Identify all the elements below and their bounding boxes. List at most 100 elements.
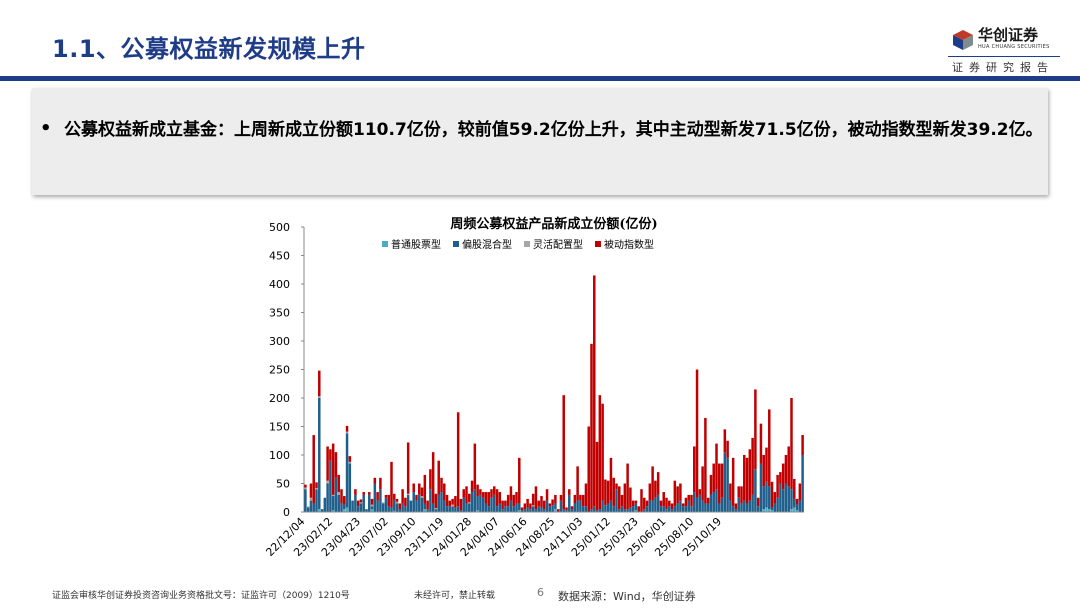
bar-s3-16 <box>348 456 352 462</box>
bar-s1-124 <box>648 500 652 512</box>
summary-text: 公募权益新成立基金：上周新成立份额110.7亿份，较前值59.2亿份上升，其中主… <box>64 120 1043 140</box>
bar-s3-79 <box>523 503 527 510</box>
legend-swatch-2 <box>524 241 530 247</box>
bar-s3-50 <box>443 483 446 501</box>
bar-s3-128 <box>659 500 663 507</box>
bar-s1-27 <box>379 489 382 512</box>
page-title: 1.1、公募权益新发规模上升 <box>52 35 366 63</box>
bar-s3-24 <box>370 498 374 505</box>
bar-s1-103 <box>590 509 593 512</box>
bar-s2-24 <box>370 504 374 507</box>
bar-s3-142 <box>698 489 702 495</box>
bar-s1-43 <box>423 503 427 510</box>
report-tagline: 证券研究报告 <box>952 61 1054 74</box>
bar-s3-67 <box>490 489 493 498</box>
bar-s3-157 <box>740 486 743 504</box>
bar-s3-30 <box>387 494 390 507</box>
bar-s3-83 <box>534 486 538 510</box>
bar-s1-118 <box>631 506 635 512</box>
bar-s3-90 <box>554 494 557 504</box>
bar-s1-123 <box>645 506 649 512</box>
bar-s3-26 <box>376 492 379 501</box>
bar-s1-143 <box>701 500 704 512</box>
bar-s3-161 <box>751 437 754 495</box>
bar-s1-35 <box>401 503 404 512</box>
bar-s3-118 <box>631 500 635 507</box>
bar-s3-110 <box>609 457 613 501</box>
bar-s2-2 <box>309 497 313 501</box>
bar-s1-173 <box>784 483 788 512</box>
y-tick-label-9: 450 <box>269 250 290 263</box>
bar-s3-34 <box>398 503 402 510</box>
bar-s1-114 <box>620 506 624 512</box>
bar-s1-38 <box>409 500 413 512</box>
bar-s3-70 <box>498 492 502 504</box>
bar-s1-132 <box>670 509 674 512</box>
bar-s1-71 <box>501 509 504 512</box>
bar-s3-10 <box>331 443 335 495</box>
bar-s1-166 <box>765 481 768 508</box>
bar-s3-21 <box>362 492 365 495</box>
bar-s3-129 <box>662 492 665 507</box>
bar-s3-60 <box>470 480 474 493</box>
bar-s3-148 <box>715 443 718 490</box>
bar-s3-114 <box>620 494 624 507</box>
bar-s3-76 <box>515 492 518 504</box>
bar-s3-66 <box>487 492 490 507</box>
bar-s3-44 <box>426 500 429 510</box>
bar-s3-133 <box>673 480 677 507</box>
bar-s3-177 <box>795 498 799 505</box>
bar-s3-32 <box>393 493 396 500</box>
bar-s1-97 <box>573 503 577 512</box>
bar-s3-136 <box>681 503 685 507</box>
bar-s1-19 <box>356 506 360 512</box>
bar-s1-30 <box>387 506 390 512</box>
bar-s1-70 <box>498 503 502 512</box>
bar-s3-98 <box>576 466 579 501</box>
summary-box: • 公募权益新成立基金：上周新成立份额110.7亿份，较前值59.2亿份上升，其… <box>32 88 1048 195</box>
bar-s3-167 <box>768 409 771 487</box>
bar-s3-122 <box>643 497 646 510</box>
bar-s3-25 <box>373 477 377 484</box>
bar-s3-147 <box>712 463 715 493</box>
bar-s1-69 <box>495 506 499 512</box>
bar-s1-86 <box>543 509 546 512</box>
bar-s3-69 <box>495 489 499 507</box>
bar-s3-132 <box>670 503 674 510</box>
bar-s3-106 <box>598 395 602 510</box>
bar-s1-52 <box>448 506 452 512</box>
bar-s2-59 <box>468 502 471 504</box>
bar-s1-3 <box>312 503 315 512</box>
bar-s0-175 <box>790 509 793 512</box>
bar-s3-9 <box>329 449 332 461</box>
bar-s1-15 <box>345 433 349 508</box>
bar-s1-162 <box>754 469 757 512</box>
bar-s3-88 <box>548 503 552 507</box>
bar-s1-47 <box>434 509 438 512</box>
bar-s3-131 <box>668 500 671 507</box>
bar-s1-61 <box>473 489 477 512</box>
y-tick-label-10: 500 <box>269 221 290 234</box>
bar-s1-160 <box>748 500 752 512</box>
bar-s3-152 <box>726 440 729 458</box>
bar-s3-141 <box>695 369 699 498</box>
bar-s1-87 <box>545 500 549 512</box>
bar-s3-112 <box>615 483 618 490</box>
bar-s1-12 <box>337 494 340 512</box>
bar-s3-171 <box>779 472 782 484</box>
bar-s3-153 <box>729 483 732 501</box>
bar-s0-14 <box>343 509 346 512</box>
bar-s1-36 <box>404 506 407 512</box>
bar-s1-149 <box>718 503 721 512</box>
bar-s3-86 <box>543 500 546 510</box>
bar-s1-34 <box>398 509 402 512</box>
bar-s3-179 <box>801 435 804 455</box>
bar-s1-58 <box>465 503 468 512</box>
bar-s0-167 <box>768 509 771 512</box>
bar-s1-179 <box>801 455 804 512</box>
bar-s3-99 <box>579 494 582 501</box>
bar-s1-8 <box>326 483 329 512</box>
bar-s3-63 <box>479 489 482 495</box>
bar-s1-174 <box>787 486 790 512</box>
bar-s3-36 <box>404 497 407 507</box>
